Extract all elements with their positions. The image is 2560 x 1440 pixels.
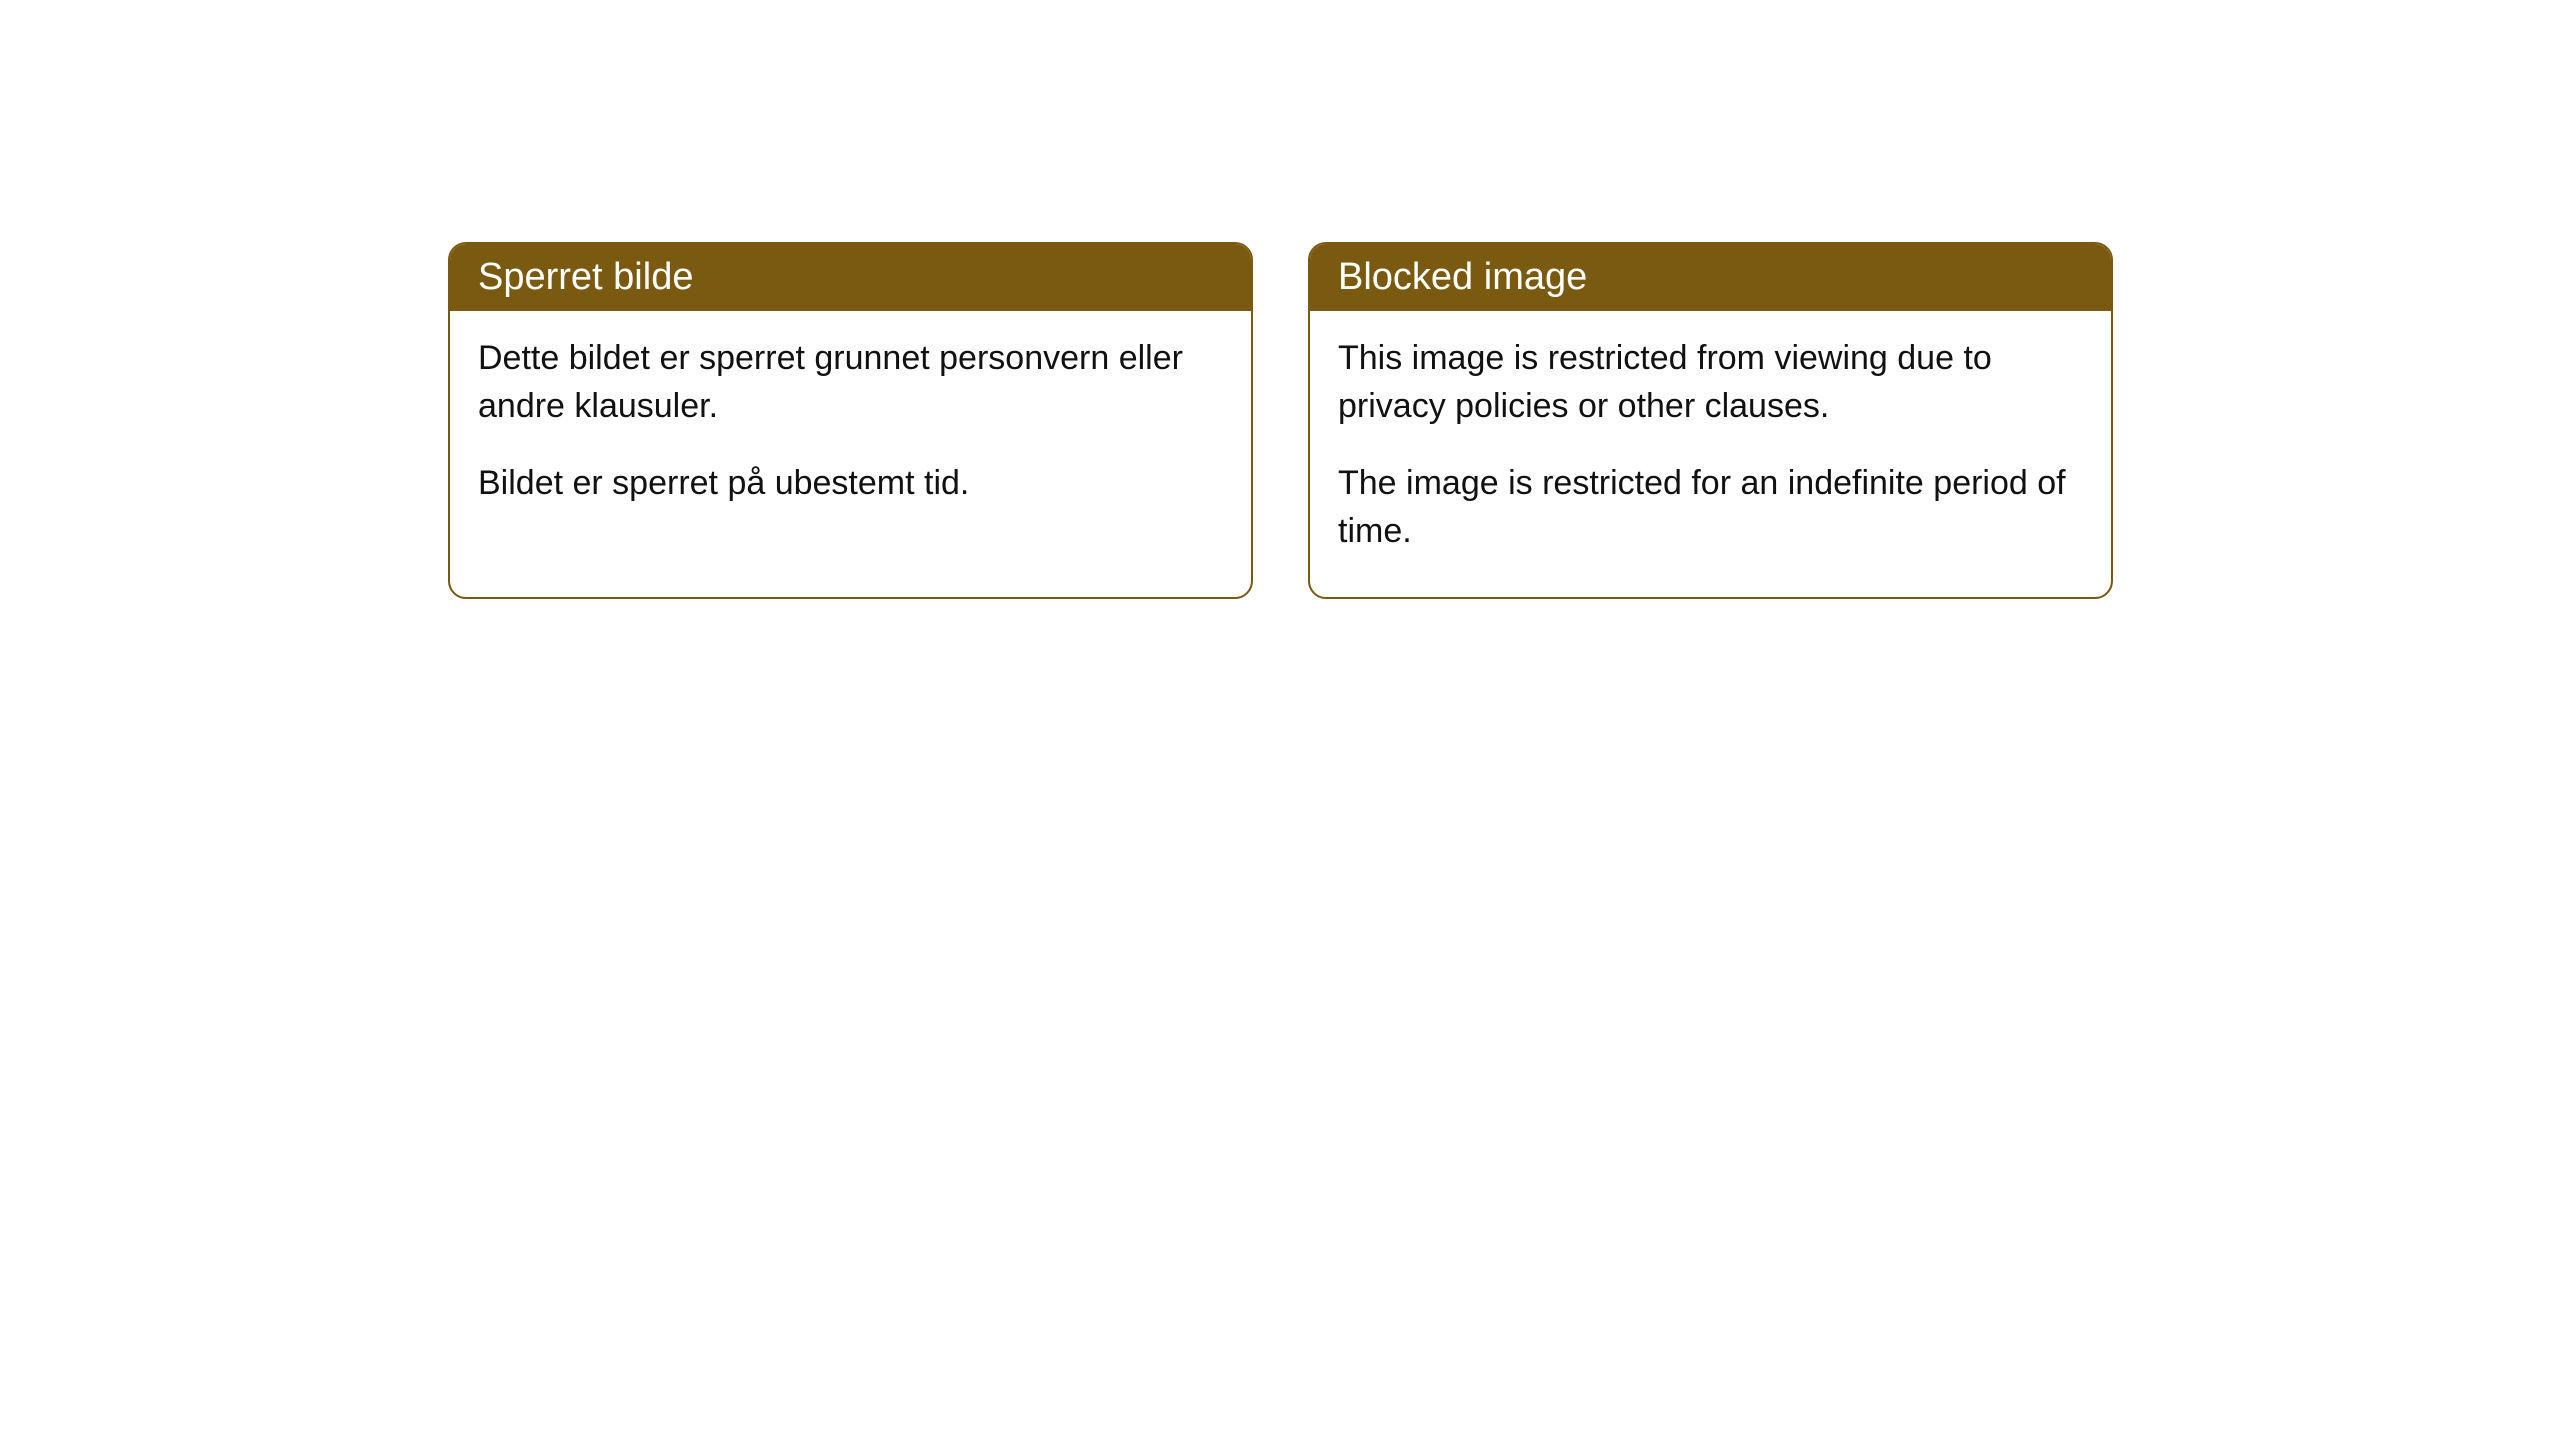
notice-cards-container: Sperret bilde Dette bildet er sperret gr… [448, 242, 2113, 599]
card-header: Blocked image [1310, 244, 2111, 311]
card-title: Sperret bilde [478, 256, 693, 298]
notice-card-english: Blocked image This image is restricted f… [1308, 242, 2113, 599]
card-paragraph-1: This image is restricted from viewing du… [1338, 335, 2083, 430]
card-paragraph-1: Dette bildet er sperret grunnet personve… [478, 335, 1223, 430]
card-header: Sperret bilde [450, 244, 1251, 311]
card-paragraph-2: The image is restricted for an indefinit… [1338, 460, 2083, 555]
card-body: Dette bildet er sperret grunnet personve… [450, 311, 1251, 550]
card-body: This image is restricted from viewing du… [1310, 311, 2111, 597]
card-paragraph-2: Bildet er sperret på ubestemt tid. [478, 460, 1223, 508]
card-title: Blocked image [1338, 256, 1587, 298]
notice-card-norwegian: Sperret bilde Dette bildet er sperret gr… [448, 242, 1253, 599]
